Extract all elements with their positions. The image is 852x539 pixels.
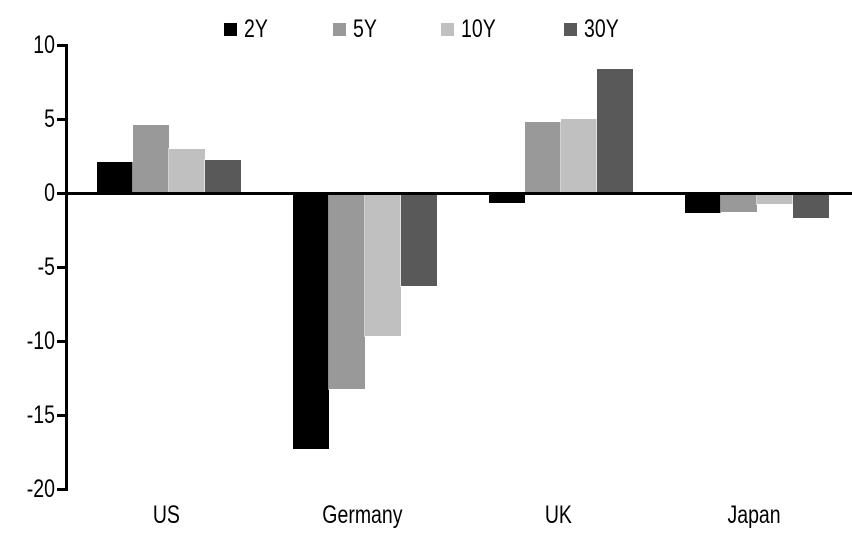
bar-japan-10y	[757, 192, 793, 205]
bar-japan-5y	[721, 192, 757, 212]
bar-germany-30y	[401, 192, 437, 286]
y-axis-line	[65, 43, 68, 491]
x-label-text: US	[152, 501, 180, 529]
y-tick-label: 0	[44, 179, 55, 207]
zero-baseline	[65, 191, 852, 195]
bar-us-10y	[169, 148, 205, 193]
y-axis-tick	[57, 413, 65, 417]
bar-uk-5y	[525, 121, 561, 193]
y-tick-label: -15	[26, 401, 55, 429]
legend-label: 2Y	[243, 15, 268, 43]
legend-label: 10Y	[461, 15, 496, 43]
bar-us-2y	[97, 161, 133, 193]
x-label-japan: Japan	[656, 501, 852, 529]
legend-swatch-icon-10y	[441, 23, 455, 36]
legend-label: 5Y	[352, 15, 377, 43]
x-label-text: UK	[544, 501, 572, 529]
bar-uk-30y	[597, 68, 633, 193]
legend-swatch-icon-5y	[332, 23, 346, 36]
bar-germany-10y	[365, 192, 401, 337]
y-axis-tick	[57, 487, 65, 491]
y-tick-label: -10	[26, 327, 55, 355]
legend-item-30y: 30Y	[563, 15, 628, 44]
y-tick-label: -5	[37, 253, 55, 281]
y-axis-tick	[57, 43, 65, 47]
bar-germany-2y	[293, 192, 329, 449]
bar-germany-5y	[329, 192, 365, 390]
y-tick-label: 10	[33, 31, 55, 59]
legend-swatch-icon-2y	[223, 23, 237, 36]
y-axis-tick	[57, 117, 65, 121]
x-label-text: Germany	[321, 501, 403, 529]
legend-item-2y: 2Y	[223, 15, 275, 44]
y-tick-label: 5	[44, 105, 55, 133]
bar-japan-2y	[685, 192, 721, 214]
x-label-text: Japan	[727, 501, 781, 529]
bar-us-30y	[205, 160, 241, 193]
legend-swatch-icon-30y	[563, 23, 577, 36]
y-axis-tick	[57, 265, 65, 269]
legend-item-5y: 5Y	[332, 15, 384, 44]
bar-uk-10y	[561, 119, 597, 193]
bar-uk-2y	[489, 192, 525, 203]
chart-legend: 2Y 5Y 10Y 30Y	[0, 15, 852, 44]
bar-japan-30y	[793, 192, 829, 218]
y-axis-tick	[57, 191, 65, 195]
legend-label: 30Y	[583, 15, 619, 43]
bar-us-5y	[133, 124, 169, 193]
y-tick-label: -20	[26, 475, 55, 503]
x-label-us: US	[68, 501, 264, 529]
x-label-germany: Germany	[264, 501, 460, 529]
y-axis-tick	[57, 339, 65, 343]
legend-item-10y: 10Y	[441, 15, 505, 44]
x-label-uk: UK	[460, 501, 656, 529]
